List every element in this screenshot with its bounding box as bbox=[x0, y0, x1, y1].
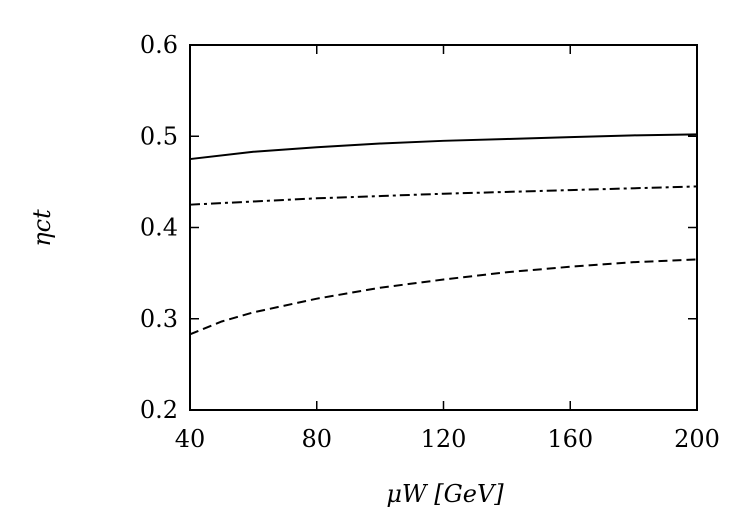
x-tick-label: 120 bbox=[421, 425, 467, 453]
y-axis-label: ηct bbox=[28, 209, 56, 247]
plot-frame bbox=[189, 44, 698, 411]
y-tick-label: 0.5 bbox=[140, 122, 178, 150]
y-tick-label: 0.4 bbox=[140, 214, 178, 242]
line-series bbox=[189, 133, 698, 161]
x-tick-label: 200 bbox=[674, 425, 720, 453]
y-tick-label: 0.3 bbox=[140, 305, 178, 333]
x-tick-label: 80 bbox=[301, 425, 332, 453]
x-tick-label: 160 bbox=[547, 425, 593, 453]
line-series bbox=[189, 185, 698, 206]
x-tick-label: 40 bbox=[175, 425, 206, 453]
y-tick-label: 0.2 bbox=[140, 396, 178, 424]
x-axis-label: μW [GeV] bbox=[386, 480, 504, 508]
y-tick-label: 0.6 bbox=[140, 31, 178, 59]
line-series bbox=[189, 258, 698, 336]
